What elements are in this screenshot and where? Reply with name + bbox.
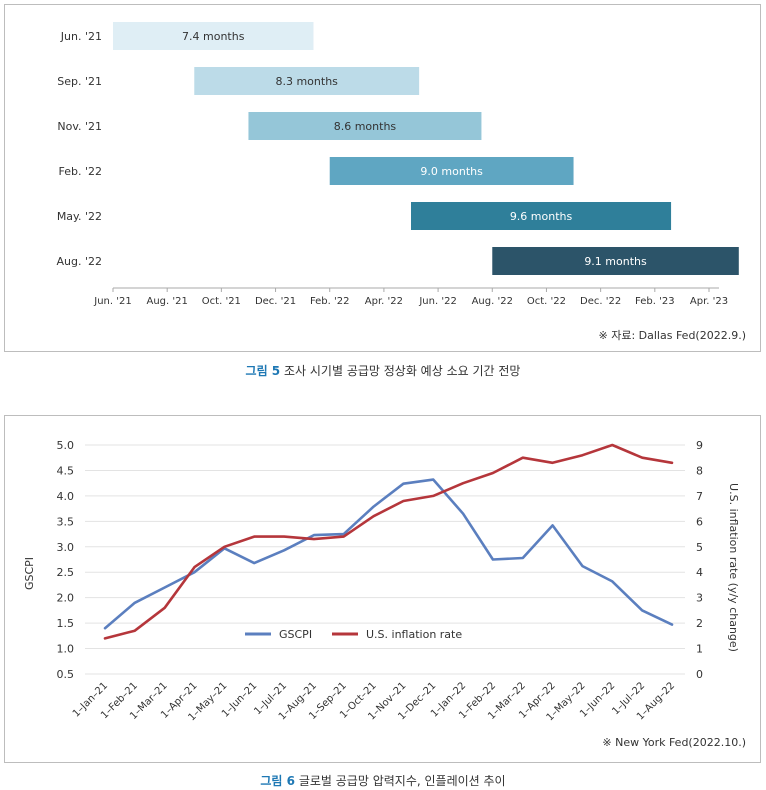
left-tick-label: 2.0 [57,592,75,605]
x-tick-label: Jun. '22 [418,296,456,307]
bar-label: 9.1 months [584,255,647,268]
right-tick-label: 3 [696,592,703,605]
legend-label: U.S. inflation rate [366,628,462,641]
timeline-chart-panel: Jun. '21 7.4 months Sep. '21 8.3 months Nov.… [4,4,761,352]
left-tick-label: 0.5 [57,668,75,681]
figure5-title: 조사 시기별 공급망 정상화 예상 소요 기간 전망 [283,364,521,378]
left-tick-label: 3.0 [57,541,75,554]
bar-label: 7.4 months [182,30,245,43]
row-label: Feb. '22 [59,165,103,178]
left-tick-label: 1.5 [57,617,75,630]
right-tick-label: 8 [696,464,703,477]
left-tick-label: 4.0 [57,490,75,503]
figure6-title: 글로벌 공급망 압력지수, 인플레이션 추이 [298,774,506,788]
right-axis-title: U.S. inflation rate (y/y change) [727,483,740,652]
right-tick-label: 2 [696,617,703,630]
right-tick-label: 7 [696,490,703,503]
x-tick-label: Aug. '22 [472,296,513,307]
x-tick-label: Jun. '21 [93,296,131,307]
row-label: Aug. '22 [57,255,103,268]
right-tick-label: 1 [696,643,703,656]
timeline-bar [492,247,739,275]
legend-label: GSCPI [279,628,312,641]
timeline-bar [329,157,574,185]
x-tick-label: Apr. '22 [365,296,403,307]
x-tick-label: Aug. '21 [147,296,188,307]
gscpi-line [103,478,674,630]
timeline-bar [113,22,314,50]
gscpi-inflation-chart: 0.5 1.0 1.5 2.0 2.5 3.0 3.5 4.0 4.5 5.0 0 1 2 3 4 5 6 7 8 9… [23,439,740,723]
right-tick-label: 5 [696,541,703,554]
bar-label: 8.6 months [334,120,397,133]
timeline-bar [194,67,420,95]
right-tick-label: 9 [696,439,703,452]
x-tick-label: Feb. '23 [635,296,675,307]
x-tick-label: Feb. '22 [310,296,350,307]
timeline-bar [248,112,482,140]
right-tick-label: 6 [696,515,703,528]
bar-label: 8.3 months [275,75,338,88]
figure5-caption: 그림 5 조사 시기별 공급망 정상화 예상 소요 기간 전망 [0,362,766,379]
left-tick-label: 4.5 [57,464,75,477]
right-tick-label: 0 [696,668,703,681]
row-label: May. '22 [57,210,102,223]
right-tick-label: 4 [696,566,703,579]
line-chart-panel: 0.5 1.0 1.5 2.0 2.5 3.0 3.5 4.0 4.5 5.0 0 1 2 3 4 5 6 7 8 9… [4,415,761,763]
figure6-caption: 그림 6 글로벌 공급망 압력지수, 인플레이션 추이 [0,772,766,789]
timeline-chart: Jun. '21 7.4 months Sep. '21 8.3 months Nov.… [57,22,739,307]
timeline-bar [411,202,672,230]
x-tick-label: Apr. '23 [690,296,728,307]
row-label: Nov. '21 [57,120,102,133]
left-tick-label: 2.5 [57,566,75,579]
row-label: Jun. '21 [60,30,102,43]
figure6-label: 그림 6 [260,774,295,788]
chart1-source: ※ 자료: Dallas Fed(2022.9.) [598,329,747,342]
bar-label: 9.0 months [420,165,483,178]
bar-label: 9.6 months [510,210,573,223]
x-tick-label: Oct. '21 [202,296,241,307]
chart2-source: ※ New York Fed(2022.10.) [602,736,746,749]
x-tick-label: Dec. '22 [580,296,621,307]
x-tick-label: Dec. '21 [255,296,296,307]
left-tick-label: 1.0 [57,643,75,656]
left-axis-title: GSCPI [23,557,36,590]
left-tick-label: 5.0 [57,439,75,452]
x-tick-label: Oct. '22 [527,296,566,307]
figure5-label: 그림 5 [245,364,281,378]
inflation-line [103,443,674,640]
left-tick-label: 3.5 [57,515,75,528]
row-label: Sep. '21 [57,75,102,88]
